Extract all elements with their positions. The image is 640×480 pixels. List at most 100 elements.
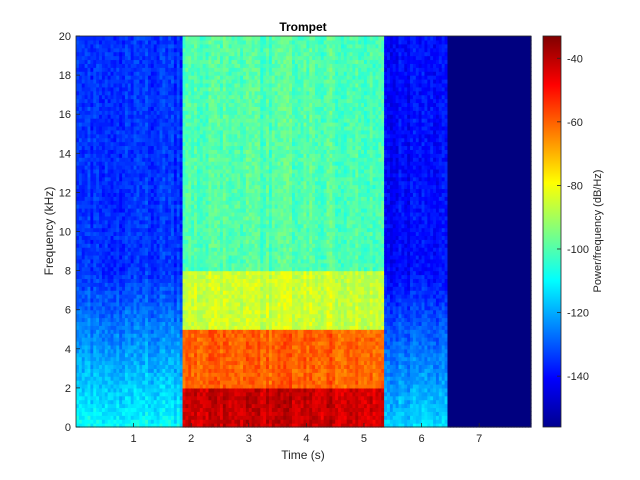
spectrogram-cell (159, 184, 163, 190)
spectrogram-cell (153, 387, 158, 393)
spectrogram-cell (99, 364, 103, 369)
spectrogram-cell (99, 184, 103, 190)
spectrogram-cell (130, 141, 135, 147)
spectrogram-cell (99, 325, 103, 330)
spectrogram-cell (139, 352, 143, 358)
spectrogram-cell (101, 309, 106, 315)
spectrogram-cell (113, 63, 117, 68)
spectrogram-cell (130, 247, 135, 252)
spectrogram-cell (153, 204, 158, 209)
spectrogram-cell (119, 395, 123, 401)
spectrogram-cell (99, 423, 103, 428)
spectrogram-cell (147, 47, 152, 53)
spectrogram-cell (107, 239, 112, 244)
spectrogram-cell (104, 286, 109, 291)
spectrogram-cell (87, 114, 91, 119)
spectrogram-cell (142, 63, 146, 68)
spectrogram-cell (104, 325, 109, 330)
spectrogram-cell (81, 176, 86, 182)
spectrogram-cell (76, 309, 80, 315)
spectrogram-cell (156, 114, 161, 119)
spectrogram-cell (133, 180, 138, 186)
spectrogram-cell (153, 313, 158, 319)
spectrogram-cell (142, 98, 146, 104)
spectrogram-cell (127, 262, 132, 268)
spectrogram-cell (130, 329, 135, 334)
spectrogram-cell (124, 133, 129, 139)
spectrogram-cell (84, 344, 89, 350)
spectrogram-cell (81, 251, 86, 256)
spectrogram-cell (107, 305, 112, 311)
spectrogram-cell (93, 254, 97, 260)
spectrogram-cell (162, 274, 166, 280)
spectrogram-cell (93, 125, 97, 131)
spectrogram-cell (136, 219, 140, 225)
spectrogram-cell (104, 333, 109, 338)
spectrogram-cell (136, 317, 140, 323)
spectrogram-cell (101, 165, 106, 170)
spectrogram-cell (99, 39, 103, 45)
spectrogram-cell (107, 63, 112, 68)
spectrogram-cell (162, 102, 166, 107)
spectrogram-cell (104, 165, 109, 170)
spectrogram-cell (147, 348, 152, 354)
spectrogram-cell (145, 227, 149, 233)
spectrogram-cell (124, 157, 129, 162)
spectrogram-cell (116, 344, 120, 350)
spectrogram-cell (76, 247, 80, 252)
spectrogram-cell (127, 172, 132, 178)
spectrogram-cell (101, 356, 106, 362)
spectrogram-cell (93, 94, 97, 100)
spectrogram-cell (116, 262, 120, 268)
spectrogram-cell (96, 133, 100, 139)
spectrogram-cell (127, 157, 132, 162)
spectrogram-cell (130, 102, 135, 107)
spectrogram-cell (90, 149, 94, 154)
spectrogram-cell (81, 383, 86, 389)
spectrogram-cell (116, 415, 120, 420)
spectrogram-cell (159, 383, 163, 389)
spectrogram-cell (87, 102, 91, 107)
spectrogram-cell (122, 180, 126, 186)
spectrogram-cell (122, 165, 126, 170)
spectrogram-cell (87, 110, 91, 115)
spectrogram-cell (139, 415, 143, 420)
spectrogram-cell (119, 192, 123, 197)
spectrogram-cell (139, 98, 143, 104)
spectrogram-cell (150, 59, 155, 64)
spectrogram-cell (119, 383, 123, 389)
spectrogram-cell (93, 294, 97, 299)
spectrogram-cell (145, 98, 149, 104)
spectrogram-cell (113, 153, 117, 158)
spectrogram-cell (104, 75, 109, 80)
spectrogram-cell (162, 63, 166, 68)
spectrogram-cell (142, 278, 146, 283)
spectrogram-cell (133, 391, 138, 397)
spectrogram-cell (150, 125, 155, 131)
spectrogram-cell (130, 391, 135, 397)
spectrogram-cell (124, 274, 129, 280)
spectrogram-cell (110, 36, 115, 41)
spectrogram-cell (84, 86, 89, 92)
spectrogram-cell (96, 278, 100, 283)
spectrogram-cell (139, 297, 143, 303)
spectrogram-cell (122, 399, 126, 405)
spectrogram-cell (101, 403, 106, 409)
spectrogram-cell (122, 153, 126, 158)
spectrogram-cell (156, 141, 161, 147)
spectrogram-cell (78, 403, 83, 409)
spectrogram-cell (104, 356, 109, 362)
spectrogram-cell (78, 102, 83, 107)
spectrogram-cell (90, 251, 94, 256)
spectrogram-cell (147, 145, 152, 150)
spectrogram-cell (133, 137, 138, 143)
spectrogram-cell (101, 352, 106, 358)
spectrogram-cell (119, 235, 123, 240)
spectrogram-cell (76, 106, 80, 111)
spectrogram-cell (78, 98, 83, 104)
spectrogram-cell (76, 63, 80, 68)
spectrogram-cell (150, 161, 155, 166)
spectrogram-cell (99, 129, 103, 135)
spectrogram-cell (159, 376, 163, 381)
spectrogram-cell (124, 200, 129, 205)
